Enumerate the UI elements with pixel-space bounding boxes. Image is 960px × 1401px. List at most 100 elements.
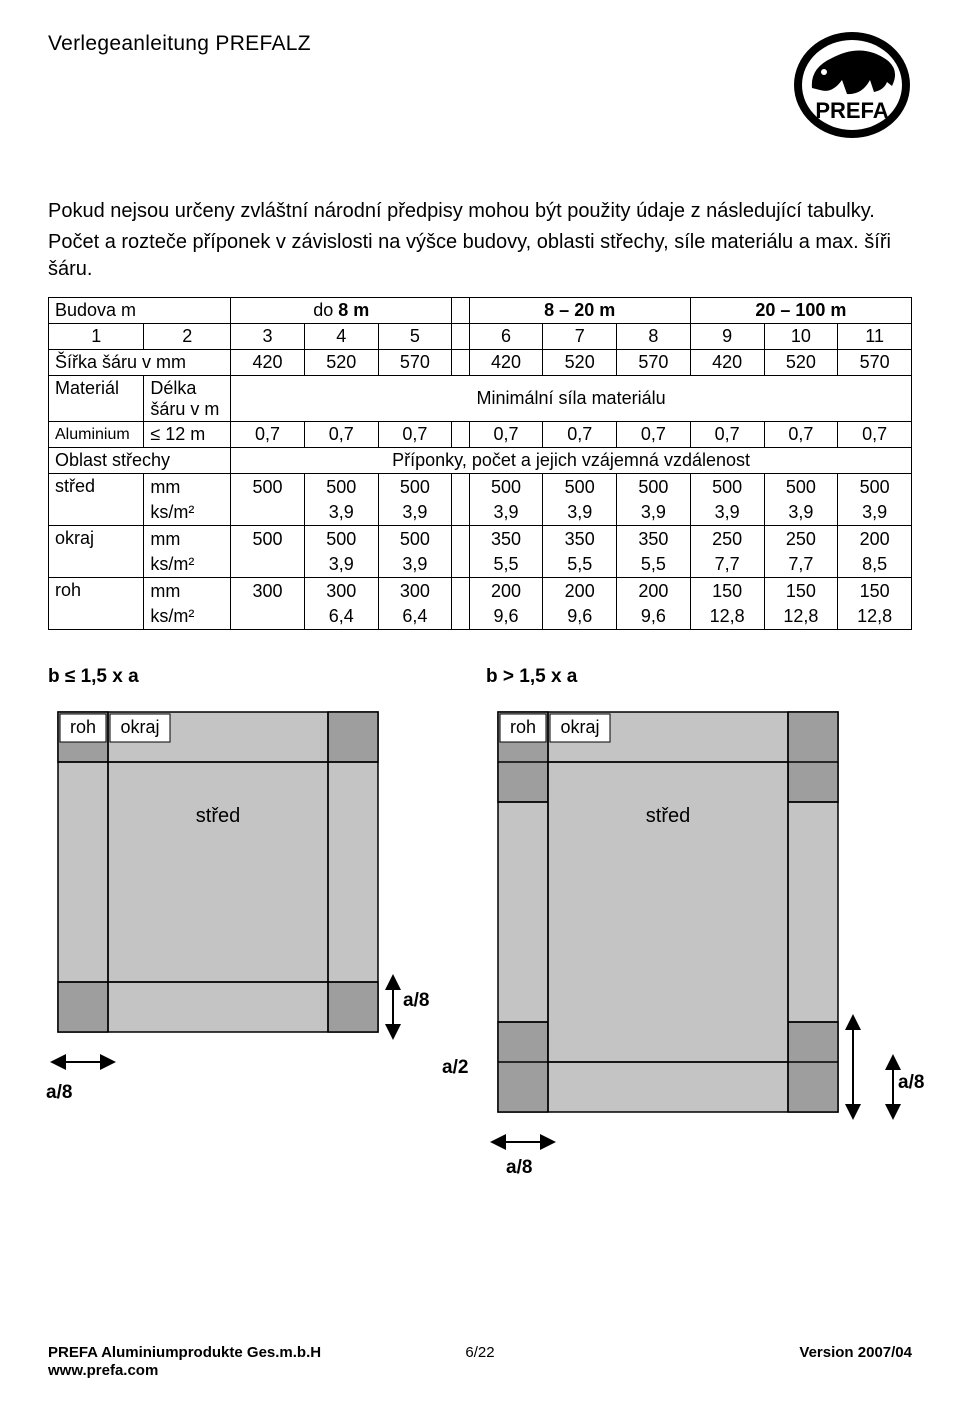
- r3v11: 570: [838, 350, 912, 376]
- r7av7: 500: [543, 474, 617, 500]
- cell-g2: 8 – 20 m: [469, 298, 690, 324]
- r9bv3: [231, 604, 305, 630]
- r9bv10: 12,8: [764, 604, 838, 630]
- n9: 9: [690, 324, 764, 350]
- r7bv10: 3,9: [764, 500, 838, 526]
- r8bc2: ks/m²: [144, 552, 231, 578]
- r5v11: 0,7: [838, 422, 912, 448]
- r7ac2: mm: [144, 474, 231, 500]
- r5v4: 0,7: [304, 422, 378, 448]
- cell-budova: Budova m: [49, 298, 231, 324]
- gap8b: [452, 552, 469, 578]
- r9av7: 200: [543, 578, 617, 604]
- diagram-left: roh okraj střed a/8 a/8: [48, 702, 428, 1112]
- r9av6: 200: [469, 578, 543, 604]
- svg-text:střed: střed: [196, 805, 240, 827]
- r7bv11: 3,9: [838, 500, 912, 526]
- r8bv4: 3,9: [304, 552, 378, 578]
- svg-text:střed: střed: [646, 805, 690, 827]
- r5v9: 0,7: [690, 422, 764, 448]
- r7bv6: 3,9: [469, 500, 543, 526]
- r9av5: 300: [378, 578, 452, 604]
- gap7b: [452, 500, 469, 526]
- r3-lbl: Šířka šáru v mm: [49, 350, 231, 376]
- diagrams: roh okraj střed a/8 a/8: [48, 702, 912, 1182]
- r8av11: 200: [838, 526, 912, 552]
- r4c2: Délka šáru v m: [144, 376, 231, 422]
- r9bv7: 9,6: [543, 604, 617, 630]
- r3v10: 520: [764, 350, 838, 376]
- r7av6: 500: [469, 474, 543, 500]
- dim-a8-b: a/8: [46, 1082, 72, 1104]
- r8av6: 350: [469, 526, 543, 552]
- doc-title: Verlegeanleitung PREFALZ: [48, 30, 311, 56]
- r7av11: 500: [838, 474, 912, 500]
- r8av3: 500: [231, 526, 305, 552]
- n2: 2: [144, 324, 231, 350]
- r7av8: 500: [617, 474, 691, 500]
- r9av8: 200: [617, 578, 691, 604]
- r5c2: ≤ 12 m: [144, 422, 231, 448]
- r6span: Příponky, počet a jejich vzájemná vzdále…: [231, 448, 912, 474]
- cell-gap1: [452, 298, 469, 324]
- r3v6: 420: [469, 350, 543, 376]
- r5v8: 0,7: [617, 422, 691, 448]
- r3v5: 570: [378, 350, 452, 376]
- r7bv5: 3,9: [378, 500, 452, 526]
- dim-a8-r: a/8: [403, 990, 429, 1012]
- r9av3: 300: [231, 578, 305, 604]
- r8bv3: [231, 552, 305, 578]
- r8av10: 250: [764, 526, 838, 552]
- dim-a2: a/2: [442, 1057, 468, 1079]
- n8: 8: [617, 324, 691, 350]
- cell-g1: do 8 m: [231, 298, 452, 324]
- r7av4: 500: [304, 474, 378, 500]
- footer: PREFA Aluminiumprodukte Ges.m.b.H www.pr…: [48, 1344, 912, 1382]
- intro-p2: Počet a rozteče příponek v závislosti na…: [48, 229, 912, 283]
- r9av4: 300: [304, 578, 378, 604]
- brand-logo: PREFA: [792, 30, 912, 140]
- r9ac2: mm: [144, 578, 231, 604]
- footer-left: PREFA Aluminiumprodukte Ges.m.b.H www.pr…: [48, 1344, 321, 1382]
- data-table: Budova m do 8 m 8 – 20 m 20 – 100 m 1 2 …: [48, 297, 912, 630]
- r5v5: 0,7: [378, 422, 452, 448]
- condition-row: b ≤ 1,5 x a b > 1,5 x a: [48, 666, 912, 688]
- r9bv8: 9,6: [617, 604, 691, 630]
- n3: 3: [231, 324, 305, 350]
- footer-version: Version 2007/04: [799, 1344, 912, 1382]
- cond-right: b > 1,5 x a: [480, 666, 912, 688]
- dim-a8-rb: a/8: [506, 1157, 532, 1179]
- diagram-right: roh okraj střed a/2 a/8 a/8: [488, 702, 908, 1182]
- gap9a: [452, 578, 469, 604]
- r7av9: 500: [690, 474, 764, 500]
- intro-p1: Pokud nejsou určeny zvláštní národní pře…: [48, 198, 912, 225]
- r8av8: 350: [617, 526, 691, 552]
- n10: 10: [764, 324, 838, 350]
- r5v6: 0,7: [469, 422, 543, 448]
- r9bc2: ks/m²: [144, 604, 231, 630]
- r9bv9: 12,8: [690, 604, 764, 630]
- gap3: [452, 350, 469, 376]
- r5c1: Aluminium: [49, 422, 144, 448]
- n6: 6: [469, 324, 543, 350]
- r9bv6: 9,6: [469, 604, 543, 630]
- r7bv3: [231, 500, 305, 526]
- gap9b: [452, 604, 469, 630]
- r9c1: roh: [49, 578, 144, 630]
- svg-text:roh: roh: [510, 717, 536, 737]
- r8bv10: 7,7: [764, 552, 838, 578]
- r8av7: 350: [543, 526, 617, 552]
- r7bv4: 3,9: [304, 500, 378, 526]
- intro-text: Pokud nejsou určeny zvláštní národní pře…: [48, 198, 912, 283]
- r8bv9: 7,7: [690, 552, 764, 578]
- svg-text:okraj: okraj: [120, 717, 159, 737]
- r9av10: 150: [764, 578, 838, 604]
- r3v7: 520: [543, 350, 617, 376]
- n1: 1: [49, 324, 144, 350]
- n5: 5: [378, 324, 452, 350]
- r8bv7: 5,5: [543, 552, 617, 578]
- cell-g3: 20 – 100 m: [690, 298, 911, 324]
- r9bv5: 6,4: [378, 604, 452, 630]
- n4: 4: [304, 324, 378, 350]
- svg-text:roh: roh: [70, 717, 96, 737]
